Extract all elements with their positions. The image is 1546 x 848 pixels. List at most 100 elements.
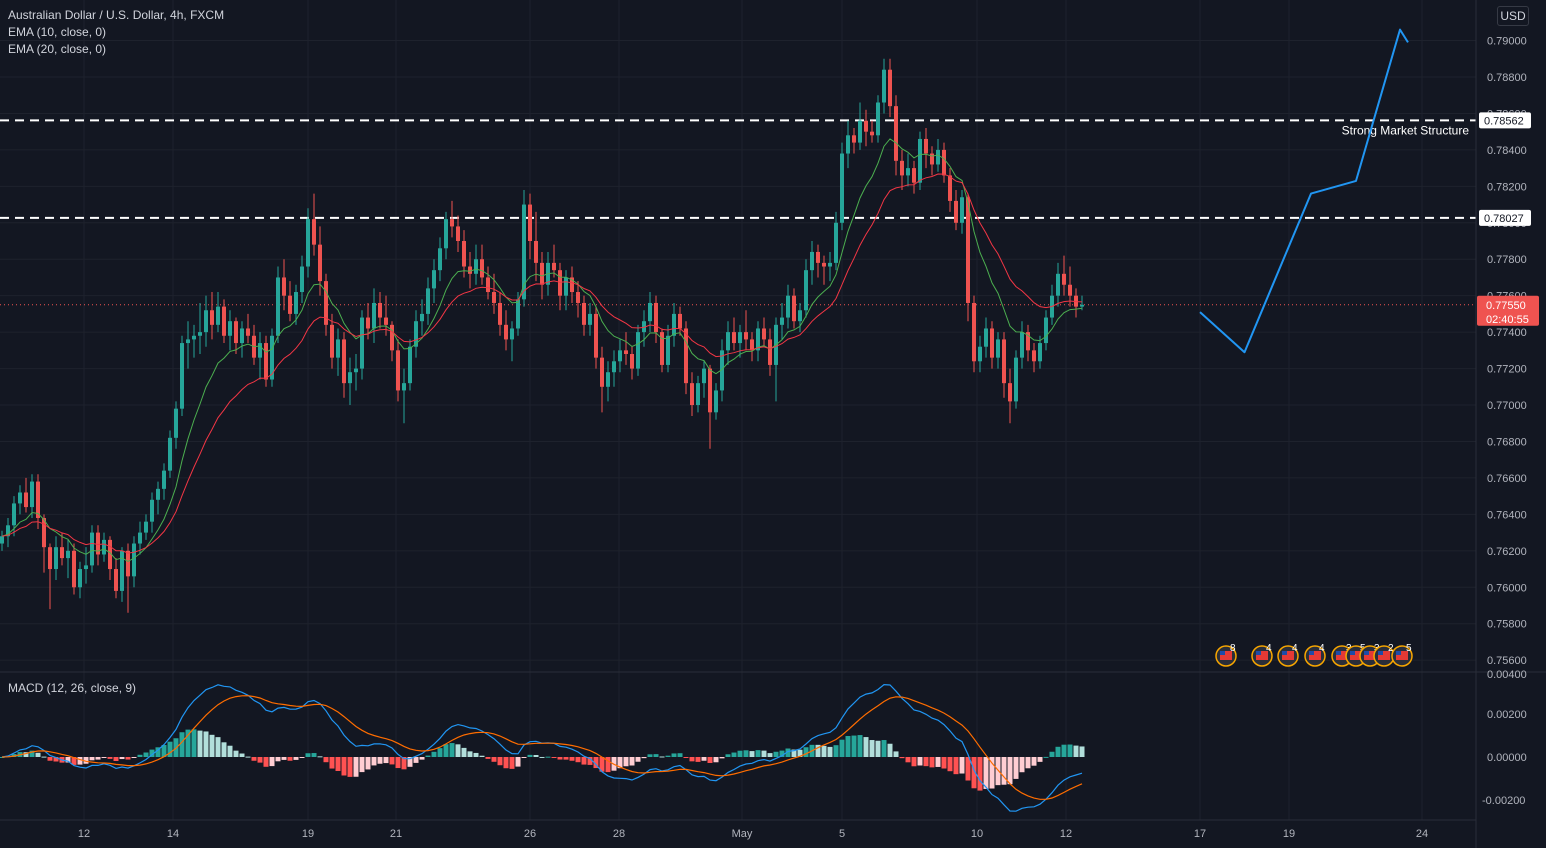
candle-body — [912, 168, 916, 183]
macd-histogram-bar — [575, 757, 581, 763]
candle-body — [432, 270, 436, 289]
macd-label[interactable]: MACD (12, 26, close, 9) — [8, 681, 137, 695]
candle-body — [0, 536, 4, 544]
time-tick-label: 28 — [613, 828, 625, 840]
price-tick-label: 0.76000 — [1487, 582, 1527, 594]
candle-body — [864, 120, 868, 132]
macd-histogram-bar — [29, 750, 35, 757]
candle-body — [894, 106, 898, 161]
macd-histogram-bar — [827, 746, 833, 757]
ema-fast-label[interactable]: EMA (10, close, 0) — [8, 25, 107, 39]
macd-histogram-bar — [977, 757, 983, 791]
symbol-title[interactable]: Australian Dollar / U.S. Dollar, 4h, FXC… — [8, 8, 225, 22]
candle-body — [378, 302, 382, 318]
grid-lines — [0, 0, 1476, 820]
macd-histogram-bar — [887, 743, 893, 757]
macd-histogram-bar — [533, 755, 539, 757]
flag-stripe — [1282, 651, 1294, 660]
macd-histogram-bar — [503, 757, 509, 769]
candle-body — [12, 503, 16, 526]
candle-body — [210, 310, 214, 325]
macd-histogram-bar — [635, 757, 641, 762]
candle-body — [486, 277, 490, 293]
candle-body — [1038, 343, 1042, 362]
event-badges[interactable]: 844435325 — [1215, 643, 1413, 667]
macd-histogram-bar — [539, 756, 545, 758]
time-tick-label: 10 — [971, 828, 983, 840]
macd-histogram-bar — [227, 745, 233, 757]
candle-body — [846, 135, 850, 154]
candle-body — [150, 499, 154, 522]
macd-legend: MACD (12, 26, close, 9) — [8, 680, 136, 697]
macd-histogram-bar — [125, 757, 131, 760]
candle-body — [588, 313, 592, 325]
currency-button[interactable]: USD — [1497, 6, 1529, 26]
candle-body — [276, 277, 280, 336]
projection-path[interactable] — [1199, 28, 1409, 354]
ema-slow-label[interactable]: EMA (20, close, 0) — [8, 42, 107, 56]
macd-histogram-bar — [1079, 746, 1085, 757]
macd-histogram-bar — [1031, 757, 1037, 766]
projection-polyline — [1199, 28, 1409, 354]
candle-body — [816, 251, 820, 263]
time-tick-label: 19 — [1283, 828, 1295, 840]
candle-body — [840, 153, 844, 223]
candle-body — [678, 313, 682, 329]
macd-histogram-bar — [143, 752, 149, 757]
ema-lines — [1, 138, 1083, 562]
candle-body — [1026, 332, 1030, 351]
macd-histogram-bar — [473, 752, 479, 757]
candle-body — [504, 324, 508, 340]
macd-histogram-bar — [605, 757, 611, 773]
macd-histogram-bar — [413, 757, 419, 763]
candle-body — [936, 149, 940, 165]
flag-stripe — [1364, 651, 1376, 660]
macd-histogram-bar — [971, 757, 977, 789]
macd-histogram-bar — [179, 732, 185, 757]
candle-body — [576, 292, 580, 303]
candle-body — [762, 328, 766, 340]
candle-body — [990, 328, 994, 358]
legend: Australian Dollar / U.S. Dollar, 4h, FXC… — [8, 7, 224, 58]
candle-body — [162, 470, 166, 489]
macd-histogram-bar — [593, 757, 599, 769]
macd-histogram-bar — [527, 754, 533, 757]
macd-histogram-bar — [1055, 746, 1061, 757]
macd-histogram-bar — [1025, 757, 1031, 769]
macd-histogram-bar — [401, 757, 407, 770]
macd-histogram-bar — [617, 757, 623, 769]
candle-body — [738, 332, 742, 344]
macd-histogram-bar — [845, 735, 851, 757]
macd-histogram-bar — [941, 757, 947, 769]
candle-body — [1080, 304, 1084, 307]
candle-body — [516, 299, 520, 329]
macd-histogram-bar — [743, 750, 749, 757]
candle-body — [426, 288, 430, 314]
candle-body — [822, 262, 826, 267]
candle-body — [606, 372, 610, 387]
signal-line — [1, 695, 1083, 800]
flag-canton — [1364, 651, 1369, 655]
macd-histogram-bar — [803, 747, 809, 757]
flag-stripe — [1256, 651, 1268, 660]
macd-histogram-bar — [983, 757, 989, 789]
flag-canton — [1396, 651, 1401, 655]
macd-histogram-bar — [215, 737, 221, 757]
candle-body — [282, 277, 286, 296]
candle-body — [72, 550, 76, 588]
macd-histogram-bar — [581, 757, 587, 765]
flag-canton — [1378, 651, 1383, 655]
candle-body — [264, 343, 268, 380]
horizontal-levels[interactable]: Strong Market Structure — [0, 119, 1476, 306]
candle-body — [954, 200, 958, 223]
macd-histogram-bar — [395, 757, 401, 769]
candle-body — [654, 302, 658, 333]
macd-histogram-bar — [701, 757, 707, 761]
candle-body — [810, 251, 814, 271]
candle-body — [318, 244, 322, 282]
current-price-text: 0.77550 — [1486, 300, 1526, 312]
flag-stripe — [1396, 651, 1408, 660]
macd-tick-label: 0.00000 — [1487, 752, 1527, 764]
candle-body — [552, 262, 556, 271]
